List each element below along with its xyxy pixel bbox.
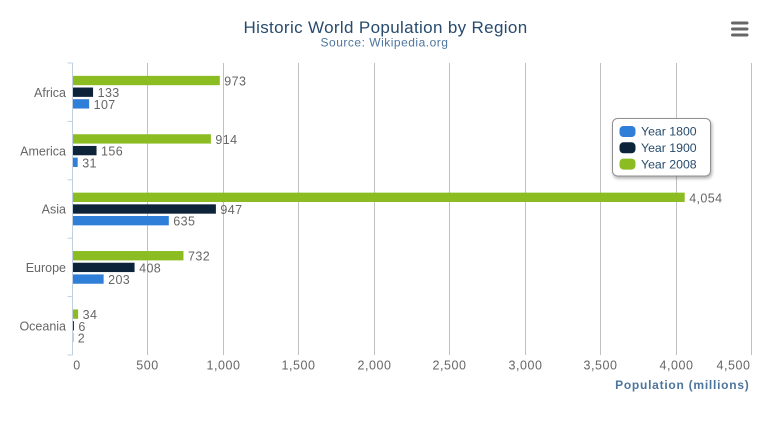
svg-text:2: 2	[78, 332, 85, 346]
svg-text:947: 947	[220, 203, 242, 217]
svg-text:2,500: 2,500	[432, 359, 466, 373]
svg-text:Oceania: Oceania	[19, 320, 66, 334]
svg-text:Asia: Asia	[42, 203, 66, 217]
svg-text:732: 732	[188, 250, 210, 264]
svg-text:156: 156	[101, 145, 123, 159]
svg-text:0: 0	[73, 359, 81, 373]
svg-text:America: America	[20, 144, 66, 158]
svg-text:2,000: 2,000	[357, 359, 391, 373]
svg-text:Africa: Africa	[34, 86, 66, 100]
svg-text:Year 1800: Year 1800	[641, 125, 697, 139]
svg-text:3,500: 3,500	[583, 359, 617, 373]
svg-text:Year 1900: Year 1900	[641, 141, 697, 155]
svg-text:635: 635	[173, 215, 195, 229]
svg-text:4,500: 4,500	[716, 359, 750, 373]
svg-text:1,500: 1,500	[281, 359, 315, 373]
svg-text:31: 31	[82, 156, 97, 170]
svg-text:3,000: 3,000	[508, 359, 542, 373]
svg-text:4,054: 4,054	[689, 191, 722, 205]
svg-text:973: 973	[224, 75, 246, 89]
svg-text:107: 107	[94, 98, 116, 112]
svg-text:Year 2008: Year 2008	[641, 157, 697, 171]
svg-text:203: 203	[108, 273, 130, 287]
svg-text:Historic World Population by R: Historic World Population by Region	[243, 18, 527, 37]
svg-text:500: 500	[136, 359, 159, 373]
svg-text:914: 914	[215, 133, 237, 147]
svg-text:408: 408	[139, 261, 161, 275]
svg-text:1,000: 1,000	[206, 359, 240, 373]
svg-text:Source: Wikipedia.org: Source: Wikipedia.org	[321, 36, 449, 50]
svg-text:4,000: 4,000	[659, 359, 693, 373]
svg-text:Population (millions): Population (millions)	[615, 378, 749, 392]
svg-text:Europe: Europe	[26, 261, 66, 275]
